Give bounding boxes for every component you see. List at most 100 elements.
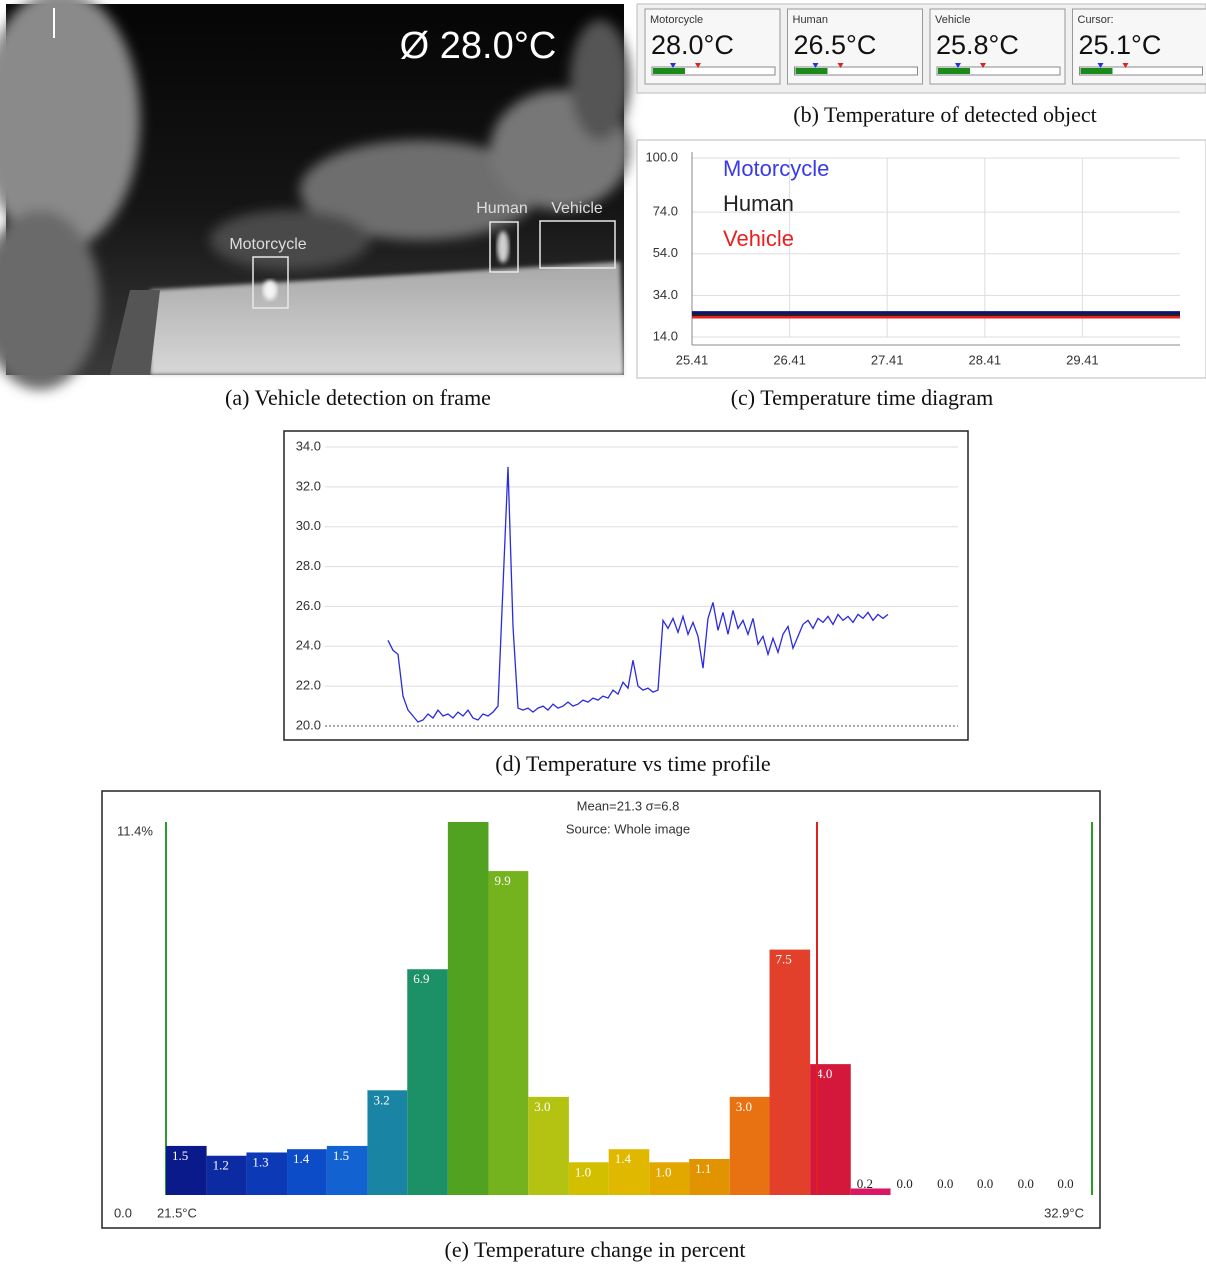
widget-value: 25.8°C <box>936 30 1019 60</box>
widget-bar-fill <box>1080 68 1113 74</box>
value-label: 3.0 <box>736 1099 752 1114</box>
series-line <box>387 466 889 723</box>
widget-label: Cursor: <box>1078 14 1114 26</box>
histogram-bar <box>447 822 489 1195</box>
widget-label: Vehicle <box>935 14 970 26</box>
widget-value: 26.5°C <box>794 30 877 60</box>
x-tick-label: 32.9°C <box>1044 1205 1084 1220</box>
widget-bar <box>651 66 776 76</box>
x-tick-label: 25.41 <box>676 352 709 367</box>
x-tick-label: 27.41 <box>871 352 904 367</box>
caption: (d) Temperature vs time profile <box>495 751 770 776</box>
value-label: 1.5 <box>333 1148 349 1163</box>
caption: (b) Temperature of detected object <box>793 102 1096 127</box>
x-tick-label: 21.5°C <box>157 1205 197 1220</box>
motorcycle-blob <box>263 280 277 300</box>
histogram-bar <box>608 1149 650 1195</box>
widget-marker <box>955 63 961 68</box>
value-label: 4.0 <box>816 1066 832 1081</box>
histogram-bar <box>326 1145 368 1195</box>
histogram-bar <box>729 1096 770 1195</box>
frame-overlay: Ø 28.0°C <box>400 25 557 67</box>
histogram-bar <box>568 1162 609 1195</box>
trees <box>0 0 630 390</box>
legend-label: Vehicle <box>723 226 794 251</box>
motorcycle-box <box>252 256 289 309</box>
y-tick-label: 54.0 <box>653 245 678 260</box>
value-label: 0.0 <box>1018 1176 1034 1191</box>
y-tick-label: 22.0 <box>296 678 321 693</box>
detection-label: Vehicle <box>551 200 603 217</box>
histogram-bar <box>246 1152 288 1195</box>
y-tick-label: 34.0 <box>296 438 321 453</box>
chart-frame <box>283 430 969 741</box>
thermal-frame: Ø 28.0°C Motorcycle Human Vehicle <box>0 0 630 390</box>
widget-marker <box>980 63 986 68</box>
widget-marker <box>1097 63 1104 68</box>
widget-label: Human <box>793 14 828 26</box>
value-label: 1.4 <box>293 1151 310 1166</box>
value-label: 0.0 <box>937 1176 953 1191</box>
x-tick-label: 26.41 <box>773 352 806 367</box>
histogram-bar <box>407 969 448 1195</box>
value-label: 6.9 <box>413 971 429 986</box>
y-tick-label: 24.0 <box>296 638 321 653</box>
y-tick-label: 0.0 <box>114 1205 132 1220</box>
y-tick-label: 11.4% <box>117 823 153 838</box>
widget-value: 25.1°C <box>1079 30 1162 60</box>
widget-bar <box>794 66 918 76</box>
widget-bar-fill <box>653 68 685 74</box>
histogram-bar <box>769 949 811 1195</box>
histogram-bar <box>166 1145 207 1195</box>
widget-value: 28.0°C <box>651 30 734 60</box>
value-label: 1.0 <box>575 1164 591 1179</box>
value-label: 1.5 <box>172 1148 188 1163</box>
legend-label: Human <box>723 191 794 216</box>
detection-label: Motorcycle <box>229 236 306 253</box>
caption: (a) Vehicle detection on frame <box>225 385 491 410</box>
y-tick-label: 32.0 <box>296 478 321 493</box>
value-label: 7.5 <box>776 952 792 967</box>
value-label: 0.0 <box>977 1176 993 1191</box>
y-tick-label: 100.0 <box>645 149 678 164</box>
histogram-bar <box>287 1149 327 1195</box>
widget-bar-fill <box>795 68 828 74</box>
value-label: 3.0 <box>534 1099 550 1114</box>
widget-marker <box>837 63 844 68</box>
widget-bar <box>1079 66 1203 76</box>
widget-marker <box>812 63 819 68</box>
value-label: 0.0 <box>1057 1176 1073 1191</box>
widget-bar-fill <box>938 68 970 74</box>
histogram-bar <box>528 1096 569 1195</box>
charts: 100.0 74.0 54.0 34.0 14.0 25.41 26.41 27.41 28.4… <box>101 139 1206 1262</box>
road-edge <box>110 290 160 375</box>
human-blob <box>497 231 509 263</box>
x-tick-label: 29.41 <box>1066 352 1099 367</box>
annotation: Source: Whole image <box>566 821 690 836</box>
widget-label: Motorcycle <box>650 14 703 26</box>
legend-label: Motorcycle <box>723 156 829 181</box>
widget-marker <box>1122 63 1129 68</box>
histogram-bar <box>488 871 529 1195</box>
value-label: 0.2 <box>857 1176 873 1191</box>
y-tick-label: 28.0 <box>296 558 321 573</box>
value-label: 1.2 <box>213 1158 229 1173</box>
y-tick-label: 30.0 <box>296 518 321 533</box>
value-label: 0.0 <box>897 1176 913 1191</box>
caption: (e) Temperature change in percent <box>445 1237 746 1262</box>
histogram-bar <box>206 1155 247 1195</box>
histogram-bar <box>367 1090 408 1195</box>
widget-bar <box>936 66 1061 76</box>
value-label: 3.2 <box>373 1092 389 1107</box>
value-label: 1.3 <box>252 1154 268 1169</box>
detection-label: Human <box>476 200 528 217</box>
chart-frame <box>636 139 1206 379</box>
human-box <box>489 221 519 273</box>
x-tick-label: 28.41 <box>969 352 1002 367</box>
histogram-bar <box>649 1162 690 1195</box>
value-label: 9.9 <box>494 873 510 888</box>
value-label: 1.4 <box>615 1151 632 1166</box>
histogram-bar <box>850 1188 891 1195</box>
